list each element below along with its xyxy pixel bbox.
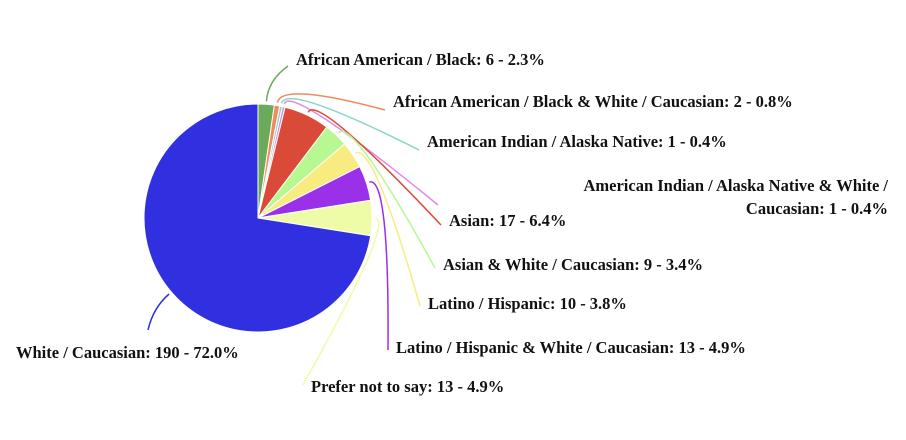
leader-line-5 <box>307 109 442 226</box>
leader-line-4 <box>283 100 439 206</box>
slice-label-2: African American / Black & White / Cauca… <box>393 92 793 111</box>
leader-line-7 <box>354 151 421 307</box>
slice-label-8: Latino / Hispanic & White / Caucasian: 1… <box>396 338 746 357</box>
slice-labels: African American / Black: 6 - 2.3% Africa… <box>16 50 888 396</box>
leader-line-8 <box>369 181 389 351</box>
leader-line-9 <box>302 217 380 386</box>
slice-label-3: American Indian / Alaska Native: 1 - 0.4… <box>427 132 727 151</box>
leader-line-6 <box>337 130 436 269</box>
slice-label-5: Asian: 17 - 6.4% <box>449 211 566 230</box>
pie-slice-10 <box>143 103 372 333</box>
leader-line-1 <box>265 65 289 102</box>
slice-label-6: Asian & White / Caucasian: 9 - 3.4% <box>443 255 703 274</box>
leader-line-3 <box>280 97 420 151</box>
leader-line-10 <box>147 293 170 331</box>
slice-label-4: American Indian / Alaska Native & White … <box>583 176 888 218</box>
slice-label-7: Latino / Hispanic: 10 - 3.8% <box>428 294 627 313</box>
slice-label-1: African American / Black: 6 - 2.3% <box>296 50 545 69</box>
leader-lines <box>147 65 442 386</box>
leader-line-2 <box>276 93 386 111</box>
slice-label-9: Prefer not to say: 13 - 4.9% <box>311 377 504 396</box>
slice-label-10: White / Caucasian: 190 - 72.0% <box>16 343 239 362</box>
pie-slices <box>143 103 373 333</box>
